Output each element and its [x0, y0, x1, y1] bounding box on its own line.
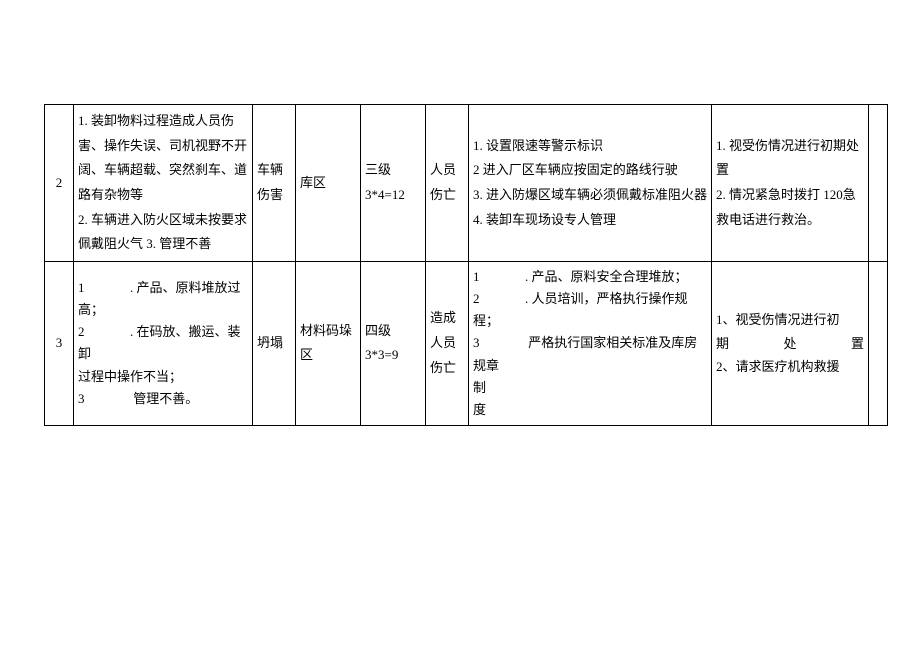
risk-table: 2 1. 装卸物料过程造成人员伤害、操作失误、司机视野不开阔、车辆超载、突然刹车… — [44, 104, 888, 426]
cell-blank — [869, 105, 888, 262]
cell-idx: 2 — [45, 105, 74, 262]
cell-blank — [869, 262, 888, 426]
cell-level: 四级3*3=9 — [361, 262, 426, 426]
table-row: 2 1. 装卸物料过程造成人员伤害、操作失误、司机视野不开阔、车辆超载、突然刹车… — [45, 105, 888, 262]
cell-hazard: 坍塌 — [253, 262, 296, 426]
cell-prevent: 1. 设置限速等警示标识2 进入厂区车辆应按固定的路线行驶3. 进入防爆区域车辆… — [469, 105, 712, 262]
cell-response: 1. 视受伤情况进行初期处置2. 情况紧急时拨打 120急救电话进行救治。 — [712, 105, 869, 262]
cell-cause: 1. 产品、原料堆放过 高； 2. 在码放、搬运、装卸 过程中操作不当； 3 管… — [74, 262, 253, 426]
cell-consequence: 人员伤亡 — [426, 105, 469, 262]
cell-idx: 3 — [45, 262, 74, 426]
cell-cause: 1. 装卸物料过程造成人员伤害、操作失误、司机视野不开阔、车辆超载、突然刹车、道… — [74, 105, 253, 262]
cell-response: 1、视受伤情况进行初 期处置 2、请求医疗机构救援 — [712, 262, 869, 426]
cell-area: 材料码垛区 — [296, 262, 361, 426]
cell-prevent: 1. 产品、原料安全合理堆放； 2. 人员培训，严格执行操作规程； 3 严格执行… — [469, 262, 712, 426]
cell-consequence: 造成人员伤亡 — [426, 262, 469, 426]
cell-area: 库区 — [296, 105, 361, 262]
cell-hazard: 车辆伤害 — [253, 105, 296, 262]
cell-level: 三级3*4=12 — [361, 105, 426, 262]
table-row: 3 1. 产品、原料堆放过 高； 2. 在码放、搬运、装卸 过程中操作不当； 3… — [45, 262, 888, 426]
